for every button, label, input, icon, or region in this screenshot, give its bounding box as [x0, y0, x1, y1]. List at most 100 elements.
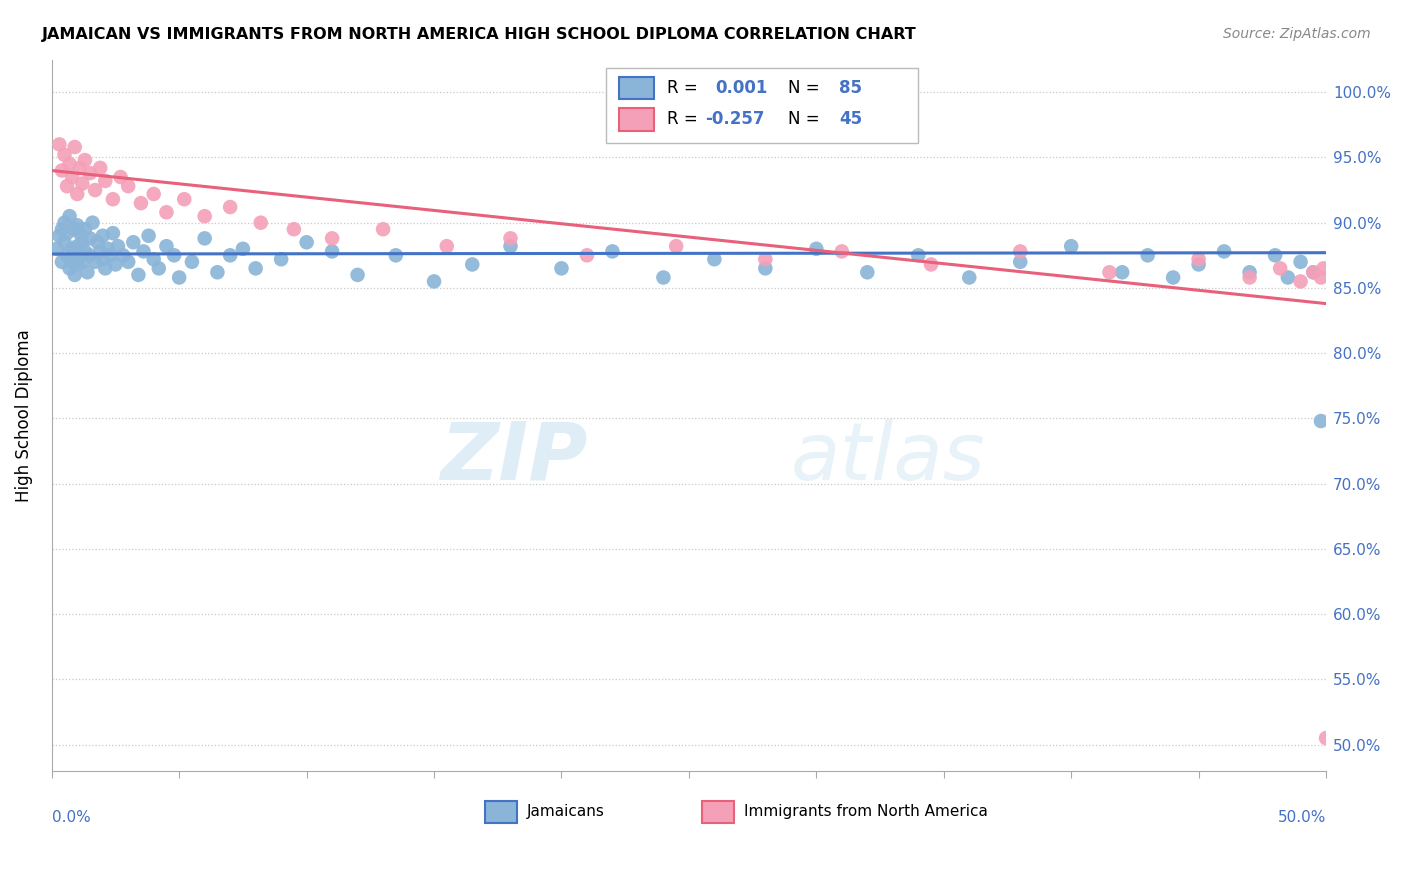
Point [101, 192, 124, 206]
Text: Jamaicans: Jamaicans [527, 805, 605, 820]
Point [127, 268, 149, 282]
Point [754, 252, 776, 267]
Point [1310, 270, 1333, 285]
Text: ZIP: ZIP [440, 419, 586, 497]
Point [1060, 239, 1083, 253]
Point [84, 255, 107, 269]
Point [831, 244, 853, 259]
Point [461, 257, 484, 271]
Point [1310, 414, 1333, 428]
Point [1161, 270, 1184, 285]
Point [63, 140, 86, 154]
Point [194, 209, 217, 223]
Point [138, 228, 160, 243]
Text: N =: N = [789, 79, 825, 97]
Point [1312, 261, 1334, 276]
Point [219, 248, 242, 262]
Point [56, 179, 79, 194]
Point [1098, 265, 1121, 279]
Point [51, 255, 73, 269]
Point [321, 244, 343, 259]
Point [602, 244, 624, 259]
Point [436, 239, 458, 253]
Text: 0.0%: 0.0% [52, 810, 90, 825]
Point [89, 244, 111, 259]
Point [82, 216, 104, 230]
Point [101, 226, 124, 240]
Text: N =: N = [789, 111, 825, 128]
Point [295, 235, 318, 250]
Point [51, 163, 73, 178]
Point [132, 244, 155, 259]
Point [117, 179, 139, 194]
FancyBboxPatch shape [485, 801, 517, 822]
Point [1188, 252, 1211, 267]
Point [1239, 270, 1261, 285]
Point [1302, 265, 1324, 279]
Point [754, 261, 776, 276]
Text: Immigrants from North America: Immigrants from North America [744, 805, 987, 820]
Point [48, 137, 70, 152]
Point [72, 255, 94, 269]
Point [806, 242, 828, 256]
Point [94, 174, 117, 188]
Point [58, 157, 80, 171]
Point [66, 186, 89, 201]
Point [423, 274, 446, 288]
Point [91, 252, 114, 267]
Point [703, 252, 725, 267]
Point [856, 265, 879, 279]
Point [58, 209, 80, 223]
Point [73, 222, 96, 236]
Point [665, 239, 688, 253]
Point [63, 222, 86, 236]
Text: -0.257: -0.257 [706, 111, 765, 128]
Text: JAMAICAN VS IMMIGRANTS FROM NORTH AMERICA HIGH SCHOOL DIPLOMA CORRELATION CHART: JAMAICAN VS IMMIGRANTS FROM NORTH AMERIC… [42, 27, 917, 42]
Y-axis label: High School Diploma: High School Diploma [15, 329, 32, 501]
Point [122, 235, 145, 250]
Point [1315, 731, 1337, 745]
Point [72, 235, 94, 250]
Point [173, 192, 195, 206]
Point [79, 166, 101, 180]
Point [66, 219, 89, 233]
Point [283, 222, 305, 236]
Point [1213, 244, 1236, 259]
FancyBboxPatch shape [606, 68, 918, 143]
Point [245, 261, 267, 276]
Point [72, 177, 94, 191]
Point [94, 261, 117, 276]
Point [117, 255, 139, 269]
Point [957, 270, 980, 285]
Point [346, 268, 368, 282]
Text: atlas: atlas [790, 419, 986, 497]
Point [84, 183, 107, 197]
Point [142, 252, 165, 267]
Point [163, 248, 186, 262]
Point [575, 248, 598, 262]
Point [73, 244, 96, 259]
FancyBboxPatch shape [702, 801, 734, 822]
Text: 45: 45 [839, 111, 862, 128]
Point [60, 255, 83, 269]
Point [58, 261, 80, 276]
Point [1264, 248, 1286, 262]
Point [66, 239, 89, 253]
Point [1010, 244, 1032, 259]
Point [56, 226, 79, 240]
Point [1270, 261, 1292, 276]
FancyBboxPatch shape [619, 108, 655, 131]
Point [51, 222, 73, 236]
Point [385, 248, 408, 262]
Point [76, 265, 98, 279]
Point [129, 196, 152, 211]
FancyBboxPatch shape [619, 77, 655, 99]
Point [86, 235, 108, 250]
Point [1136, 248, 1159, 262]
Point [219, 200, 242, 214]
Point [207, 265, 229, 279]
Text: Source: ZipAtlas.com: Source: ZipAtlas.com [1223, 27, 1371, 41]
Point [69, 248, 91, 262]
Point [155, 239, 177, 253]
Point [53, 148, 76, 162]
